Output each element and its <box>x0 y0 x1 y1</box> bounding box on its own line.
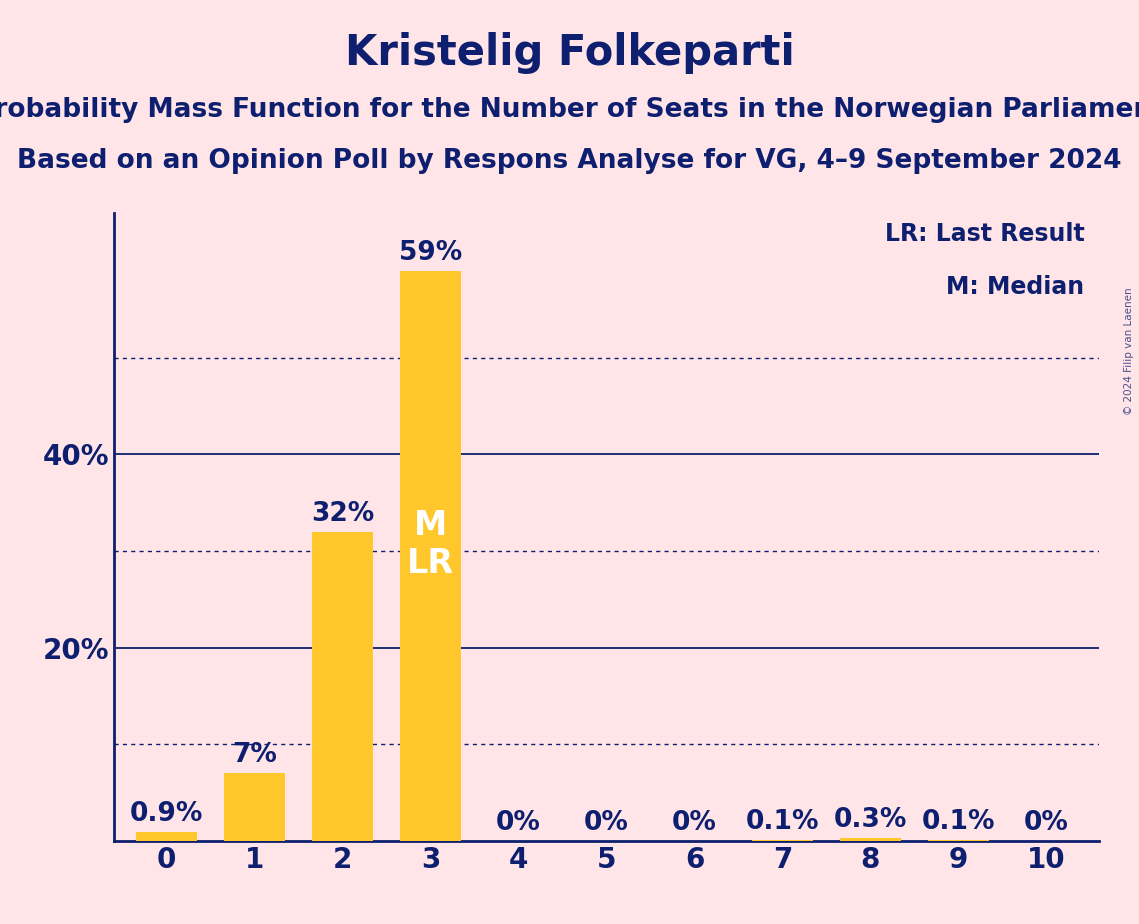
Text: M: Median: M: Median <box>947 275 1084 299</box>
Text: LR: Last Result: LR: Last Result <box>885 222 1084 246</box>
Text: Probability Mass Function for the Number of Seats in the Norwegian Parliament: Probability Mass Function for the Number… <box>0 97 1139 123</box>
Text: Based on an Opinion Poll by Respons Analyse for VG, 4–9 September 2024: Based on an Opinion Poll by Respons Anal… <box>17 148 1122 174</box>
Text: 32%: 32% <box>311 501 375 527</box>
Bar <box>752 840 813 841</box>
Text: 0.1%: 0.1% <box>921 809 995 835</box>
Text: 0%: 0% <box>672 810 716 836</box>
Text: 0%: 0% <box>584 810 629 836</box>
Text: 59%: 59% <box>399 239 462 266</box>
Text: M
LR: M LR <box>407 509 454 580</box>
Bar <box>224 773 286 841</box>
Text: 0.1%: 0.1% <box>746 809 819 835</box>
Text: Kristelig Folkeparti: Kristelig Folkeparti <box>345 32 794 74</box>
Bar <box>312 531 374 841</box>
Text: 0%: 0% <box>497 810 541 836</box>
Text: 0%: 0% <box>1024 810 1068 836</box>
Bar <box>136 833 197 841</box>
Text: 0.3%: 0.3% <box>834 807 907 833</box>
Text: © 2024 Filip van Laenen: © 2024 Filip van Laenen <box>1124 287 1133 415</box>
Text: 0.9%: 0.9% <box>130 801 204 827</box>
Bar <box>839 838 901 841</box>
Bar <box>927 840 989 841</box>
Text: 7%: 7% <box>232 742 277 769</box>
Bar <box>400 271 461 841</box>
